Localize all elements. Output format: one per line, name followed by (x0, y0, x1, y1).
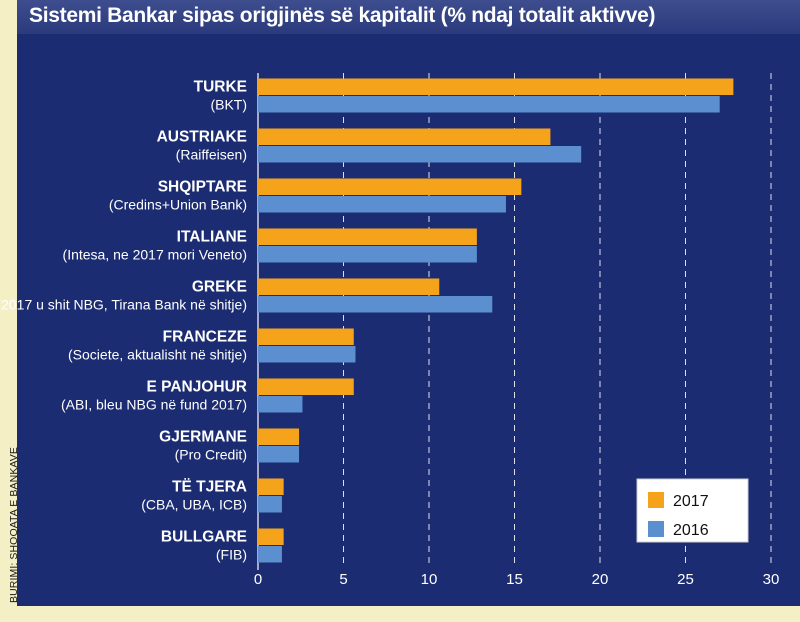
x-tick-label: 25 (677, 571, 694, 588)
x-tick-label: 10 (421, 571, 438, 588)
legend-label-2017: 2017 (673, 493, 709, 510)
title-bar: Sistemi Bankar sipas origjinës së kapita… (17, 0, 800, 34)
category-label: FRANCEZE (163, 329, 247, 346)
category-sublabel: (Credins+Union Bank) (109, 197, 247, 213)
category-label: SHQIPTARE (158, 179, 247, 196)
category-label: TURKE (194, 79, 247, 96)
bar-2016 (258, 296, 493, 313)
bar-2016 (258, 396, 303, 413)
category-sublabel: (Societe, aktualisht në shitje) (68, 347, 247, 363)
bar-2017 (258, 428, 300, 445)
bar-2017 (258, 528, 284, 545)
bar-2017 (258, 78, 734, 95)
x-tick-label: 0 (254, 571, 262, 588)
category-label: BULLGARE (161, 529, 247, 546)
bar-2016 (258, 446, 300, 463)
x-tick-label: 5 (339, 571, 347, 588)
category-sublabel: (CBA, UBA, ICB) (141, 497, 247, 513)
bar-2016 (258, 546, 282, 563)
bar-2017 (258, 278, 440, 295)
x-tick-label: 15 (506, 571, 523, 588)
category-label: GJERMANE (159, 429, 247, 446)
bar-2016 (258, 146, 582, 163)
chart-title: Sistemi Bankar sipas origjinës së kapita… (29, 4, 656, 27)
bar-2017 (258, 178, 522, 195)
bar-2017 (258, 228, 477, 245)
bar-2017 (258, 128, 551, 145)
legend-box (636, 478, 749, 543)
bar-2017 (258, 478, 284, 495)
bar-2016 (258, 96, 720, 113)
category-label: ITALIANE (177, 229, 247, 246)
category-sublabel: (Intesa, ne 2017 mori Veneto) (63, 247, 247, 263)
category-sublabel: (BKT) (210, 97, 247, 113)
category-label: E PANJOHUR (147, 379, 247, 396)
bar-2016 (258, 246, 477, 263)
category-sublabel: (ABI, bleu NBG në fund 2017) (61, 397, 247, 413)
x-tick-label: 30 (763, 571, 780, 588)
legend-swatch-2017 (648, 492, 664, 508)
category-sublabel: (Pro Credit) (175, 447, 247, 463)
category-sublabel: (2017 u shit NBG, Tirana Bank në shitje) (0, 297, 247, 313)
bar-2016 (258, 196, 506, 213)
category-sublabel: (FIB) (216, 547, 247, 563)
bar-2017 (258, 378, 354, 395)
x-tick-label: 20 (592, 571, 609, 588)
category-label: TË TJERA (172, 479, 247, 496)
category-sublabel: (Raiffeisen) (176, 147, 247, 163)
bar-2016 (258, 496, 282, 513)
bottom-strip (0, 606, 800, 622)
bar-2016 (258, 346, 356, 363)
legend-label-2016: 2016 (673, 522, 709, 539)
category-label: AUSTRIAKE (157, 129, 247, 146)
category-label: GREKE (192, 279, 247, 296)
legend-swatch-2016 (648, 521, 664, 537)
bar-2017 (258, 328, 354, 345)
